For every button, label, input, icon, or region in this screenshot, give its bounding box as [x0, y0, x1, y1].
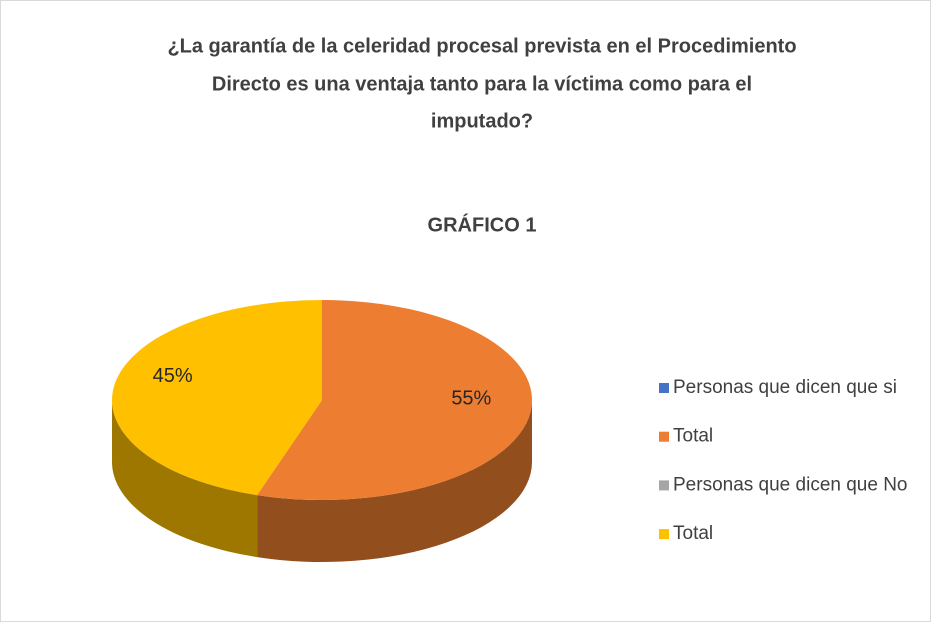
- slice-side: [112, 400, 258, 558]
- slice: [112, 300, 323, 496]
- chart-title: Directo es una ventaja tanto para la víc…: [212, 73, 752, 95]
- chart-subtitle: GRÁFICO 1: [428, 213, 537, 236]
- legend-swatch: [659, 480, 669, 491]
- legend-label: Personas que dicen que si: [673, 377, 897, 398]
- legend-swatch: [659, 383, 669, 393]
- legend-swatch: [659, 529, 669, 540]
- slice: [257, 300, 533, 500]
- legend-label: Personas que dicen que No: [673, 474, 908, 495]
- slice-side: [257, 400, 532, 562]
- chart-title: ¿La garantía de la celeridad procesal pr…: [167, 35, 796, 57]
- chart-title: imputado?: [431, 110, 533, 132]
- legend-label: Total: [673, 426, 713, 447]
- legend-swatch: [659, 431, 669, 442]
- legend-label: Total: [673, 523, 713, 544]
- data-label: 45%: [153, 365, 193, 387]
- data-label: 55%: [451, 388, 491, 410]
